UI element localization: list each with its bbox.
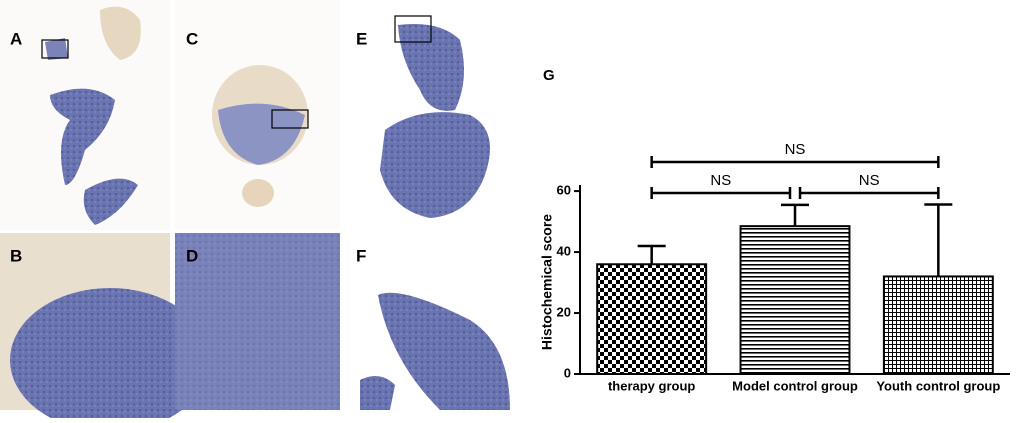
x-tick-label: therapy group [608, 378, 695, 393]
significance-bracket [798, 187, 940, 199]
error-bar [781, 203, 809, 227]
y-tick-label: 20 [557, 304, 571, 319]
panel-b [0, 233, 210, 423]
y-tick-label: 40 [557, 244, 571, 259]
y-tick-label: 0 [564, 365, 571, 380]
significance-label: NS [710, 172, 731, 189]
panel-label: D [186, 246, 198, 265]
panel-label: G [543, 67, 555, 84]
error-bar [924, 203, 953, 277]
panel-labels: A B C D E F G [10, 29, 555, 265]
error-bar [637, 244, 666, 265]
panel-d [175, 233, 340, 410]
significance-label: NS [859, 172, 880, 189]
panel-f [345, 233, 510, 410]
panel-label: F [356, 246, 366, 265]
x-tick-label: Youth control group [876, 378, 1000, 393]
y-axis-label: Histochemical score [539, 214, 555, 350]
panel-e [345, 0, 510, 230]
y-tick-label: 60 [557, 183, 571, 198]
panel-label: A [10, 29, 22, 48]
panel-label: B [10, 246, 22, 265]
bar [739, 225, 851, 375]
bar [882, 275, 994, 375]
significance-label: NS [785, 141, 806, 158]
panel-a [0, 0, 170, 230]
panel-label: C [186, 29, 198, 48]
significance-bracket [650, 156, 940, 168]
x-tick-label: Model control group [732, 378, 858, 393]
bar [596, 263, 708, 375]
significance-bracket [650, 187, 792, 199]
panel-c [175, 0, 340, 230]
panel-label: E [356, 29, 367, 48]
